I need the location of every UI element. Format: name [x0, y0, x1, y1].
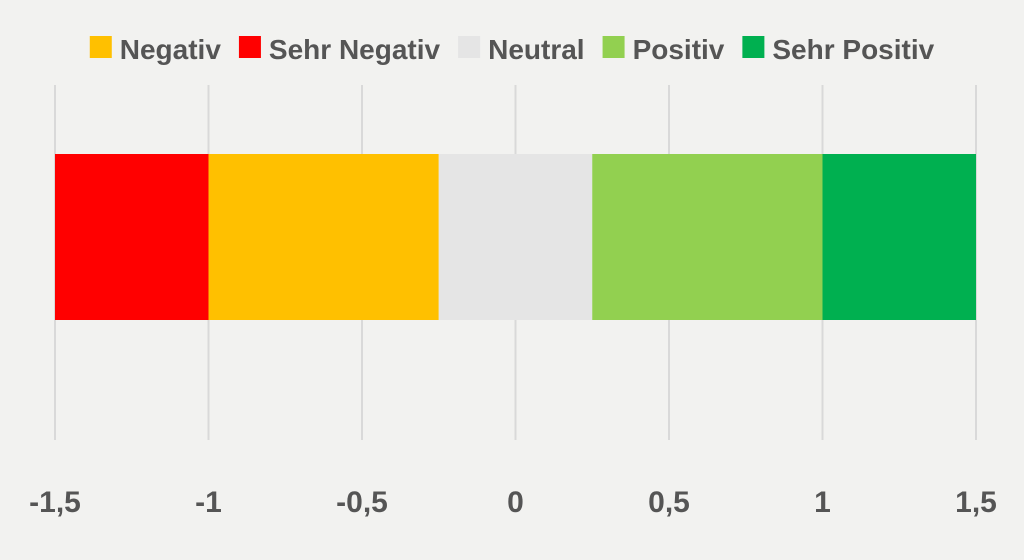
bar-segment-positiv [592, 154, 823, 320]
x-tick-label: 0 [507, 486, 524, 519]
legend-item-sehr-negativ: Sehr Negativ [238, 34, 441, 65]
bar-segment-neutral [438, 154, 593, 320]
legend: Negativ Sehr Negativ Neutral Positiv Sehr Po… [89, 34, 935, 65]
legend-swatch [602, 36, 625, 58]
legend-item-sehr-positiv: Sehr Positiv [742, 34, 935, 65]
legend-swatch [89, 36, 112, 58]
x-axis-ticks: -1,5 -1 -0,5 0 0,5 1 1,5 [29, 486, 997, 519]
legend-swatch [742, 36, 765, 58]
bar-segments [55, 154, 976, 320]
bar-segment-negativ [208, 154, 439, 320]
legend-item-positiv: Positiv [602, 34, 725, 65]
x-tick-label: -1 [195, 486, 222, 519]
bar-segment-sehr-positiv [822, 154, 976, 320]
legend-swatch [238, 36, 261, 58]
x-tick-label: 1,5 [955, 486, 997, 519]
x-tick-label: 0,5 [648, 486, 690, 519]
legend-item-neutral: Neutral [458, 34, 585, 65]
legend-label: Positiv [633, 34, 725, 65]
legend-label: Neutral [488, 34, 584, 65]
legend-item-negativ: Negativ [89, 34, 222, 65]
legend-label: Sehr Negativ [269, 34, 441, 65]
x-tick-label: -1,5 [29, 486, 81, 519]
legend-label: Sehr Positiv [772, 34, 934, 65]
x-tick-label: 1 [814, 486, 831, 519]
bar-segment-sehr-negativ [55, 154, 209, 320]
legend-label: Negativ [120, 34, 222, 65]
x-tick-label: -0,5 [336, 486, 388, 519]
legend-swatch [458, 36, 481, 58]
